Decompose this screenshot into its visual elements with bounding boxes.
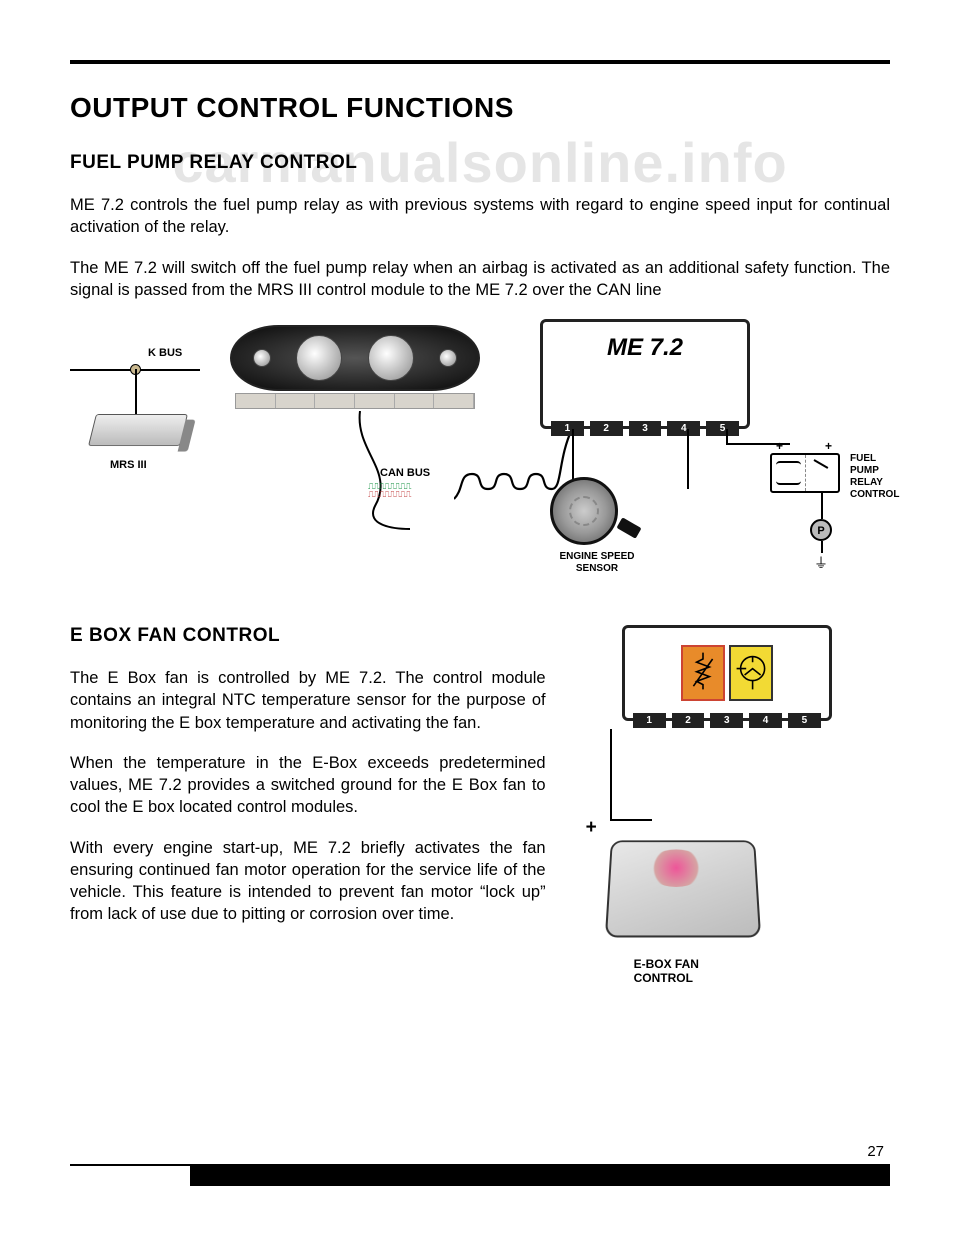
engine-speed-sensor-icon — [550, 477, 618, 545]
connector-2: 2 — [590, 421, 623, 436]
connector-5: 5 — [706, 421, 739, 436]
section1-para1: ME 7.2 controls the fuel pump relay as w… — [70, 194, 890, 239]
kbus-label: K BUS — [148, 347, 182, 359]
section1-para2: The ME 7.2 will switch off the fuel pump… — [70, 257, 890, 302]
figure-ebox-fan: 1 2 3 4 5 + E-BOX FANCONTROL — [564, 625, 890, 1005]
wire-icon — [821, 541, 823, 553]
section2-para3: With every engine start-up, ME 7.2 brief… — [70, 837, 546, 926]
wire-icon — [572, 429, 574, 485]
plus-icon: + — [825, 439, 832, 453]
connector-3: 3 — [710, 713, 743, 728]
ebox-fan-icon — [608, 837, 758, 951]
mrs-label: MRS III — [110, 459, 147, 471]
me72-ecu-icon: ME 7.2 1 2 3 4 5 — [540, 319, 750, 429]
canbus-signal-icon: ⎍⎍⎍⎍⎍⎍⎍⎍ — [368, 489, 410, 500]
relay-label: FUELPUMPRELAYCONTROL — [850, 453, 899, 501]
relay-icon — [770, 453, 840, 493]
ground-icon: ⏚ — [814, 553, 828, 573]
wire-icon — [687, 429, 689, 489]
page-frame: OUTPUT CONTROL FUNCTIONS FUEL PUMP RELAY… — [70, 60, 890, 1182]
connector-4: 4 — [749, 713, 782, 728]
me72-connectors: 1 2 3 4 5 — [551, 421, 739, 436]
kbus-drop-line — [135, 369, 137, 417]
connector-1: 1 — [633, 713, 666, 728]
ntc-sensor-icon — [681, 645, 725, 701]
connector-1: 1 — [551, 421, 584, 436]
wire-icon — [821, 493, 823, 519]
section2-heading: E BOX FAN CONTROL — [70, 625, 546, 647]
section2-para1: The E Box fan is controlled by ME 7.2. T… — [70, 667, 546, 734]
instrument-cluster-icon — [230, 325, 480, 411]
connector-3: 3 — [629, 421, 662, 436]
connector-2: 2 — [672, 713, 705, 728]
plus-icon: + — [776, 439, 783, 453]
wire-icon — [610, 729, 612, 819]
ecu-connectors: 1 2 3 4 5 — [633, 713, 821, 728]
wire-icon — [726, 429, 728, 443]
me72-label: ME 7.2 — [543, 322, 747, 362]
plus-icon: + — [586, 817, 597, 839]
connector-4: 4 — [667, 421, 700, 436]
connector-5: 5 — [788, 713, 821, 728]
fuel-pump-icon: P — [810, 519, 832, 541]
speed-probe-icon — [616, 517, 641, 538]
footer-blank — [70, 1164, 190, 1186]
transistor-icon — [729, 645, 773, 701]
ecu-icon: 1 2 3 4 5 — [622, 625, 832, 721]
wire-icon — [610, 819, 652, 821]
ebox-fan-label: E-BOX FANCONTROL — [634, 957, 699, 986]
section1-heading: FUEL PUMP RELAY CONTROL — [70, 152, 890, 174]
speed-sensor-label: ENGINE SPEEDSENSOR — [542, 551, 652, 575]
footer-bar — [70, 1164, 890, 1186]
canbus-label: CAN BUS — [380, 467, 430, 479]
figure-fuel-pump-relay: K BUS MRS III ME 7.2 1 2 — [70, 319, 890, 599]
page-number: 27 — [867, 1143, 884, 1160]
page-title: OUTPUT CONTROL FUNCTIONS — [70, 92, 890, 124]
section2-para2: When the temperature in the E-Box exceed… — [70, 752, 546, 819]
mrs-module-icon — [88, 414, 188, 446]
